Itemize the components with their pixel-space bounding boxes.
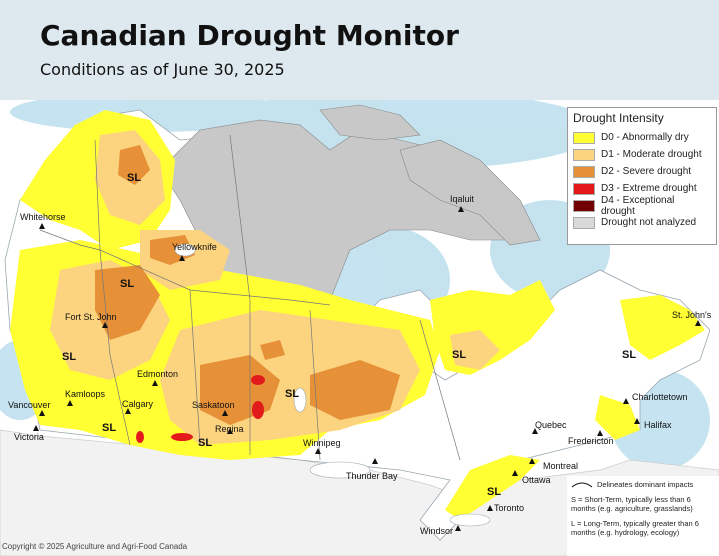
city-markers (33, 206, 701, 531)
city-label-saskatoon: Saskatoon (192, 400, 235, 410)
legend-label: D2 - Severe drought (601, 166, 692, 177)
impact-label: SL (120, 278, 134, 290)
city-label-calgary: Calgary (122, 399, 154, 409)
delineates-text: Delineates dominant impacts (597, 480, 694, 489)
city-label-vancouver: Vancouver (8, 400, 50, 410)
impact-labels: SL SL SL SL SL SL SL SL SL (62, 172, 636, 498)
copyright: Copyright © 2025 Agriculture and Agri-Fo… (2, 542, 188, 551)
legend-label: Drought not analyzed (601, 217, 697, 228)
city-label-yellowknife: Yellowknife (172, 242, 217, 252)
city-labels: Whitehorse Yellowknife Iqaluit Fort St. … (8, 194, 712, 536)
city-label-quebec: Quebec (535, 420, 567, 430)
provincial-borders (39, 134, 461, 461)
page-subtitle: Conditions as of June 30, 2025 (40, 60, 285, 79)
legend-item: D0 - Abnormally dry (573, 129, 711, 146)
legend-label: D0 - Abnormally dry (601, 132, 689, 143)
baffin-island (399, 139, 541, 246)
city-label-thunder-bay: Thunder Bay (346, 471, 398, 481)
impact-line-icon (571, 482, 593, 487)
impact-label: SL (487, 486, 501, 498)
city-label-iqaluit: Iqaluit (450, 194, 475, 204)
legend-label: D4 - Exceptional drought (600, 194, 675, 217)
impact-label: SL (285, 388, 299, 400)
legend-label: D1 - Moderate drought (601, 149, 702, 160)
impact-label: SL (452, 349, 466, 361)
arctic-island (319, 104, 421, 141)
legend-item: Drought not analyzed (573, 214, 711, 231)
city-label-st-johns: St. John's (672, 310, 712, 320)
legend-swatch (573, 148, 595, 161)
impact-label: SL (127, 172, 141, 184)
city-label-fort-st-john: Fort St. John (65, 312, 117, 322)
legend-title: Drought Intensity (573, 111, 664, 125)
city-label-fredericton: Fredericton (568, 436, 614, 446)
legend-swatch (573, 131, 595, 144)
city-label-whitehorse: Whitehorse (20, 212, 66, 222)
city-label-ottawa: Ottawa (522, 475, 551, 485)
page-title: Canadian Drought Monitor (40, 19, 459, 52)
legend-label: D3 - Extreme drought (601, 183, 697, 194)
city-label-halifax: Halifax (644, 420, 672, 430)
city-label-regina: Regina (215, 424, 244, 434)
delineates-note: Delineates dominant impacts (571, 480, 715, 489)
impact-label: SL (62, 351, 76, 363)
city-label-windsor: Windsor (420, 526, 453, 536)
city-label-charlottetown: Charlottetown (632, 392, 688, 402)
impact-notes: Delineates dominant impacts S = Short-Te… (567, 476, 719, 556)
short-term-note: S = Short-Term, typically less than 6 mo… (571, 495, 693, 513)
long-term-note: L = Long-Term, typically greater than 6 … (571, 519, 699, 537)
legend-item: D3 - Extreme drought (573, 180, 711, 197)
legend-item: D1 - Moderate drought (573, 146, 711, 163)
legend-swatch (573, 182, 595, 195)
legend-swatch (573, 165, 595, 178)
impact-label: SL (102, 422, 116, 434)
city-label-winnipeg: Winnipeg (303, 438, 341, 448)
impact-label: SL (198, 437, 212, 449)
city-label-montreal: Montreal (543, 461, 578, 471)
legend-item: D2 - Severe drought (573, 163, 711, 180)
legend-swatch (573, 216, 595, 229)
lakes (174, 243, 491, 527)
drought-map: SL SL SL SL SL SL SL SL SL Whiteho (0, 100, 719, 556)
city-label-toronto: Toronto (494, 503, 524, 513)
d3-regions (136, 375, 265, 443)
header: Canadian Drought Monitor Conditions as o… (0, 0, 719, 100)
city-label-edmonton: Edmonton (137, 369, 178, 379)
legend-swatch (573, 199, 595, 212)
impact-label: SL (622, 349, 636, 361)
city-label-victoria: Victoria (14, 432, 44, 442)
legend-item: D4 - Exceptional drought (573, 194, 711, 217)
city-label-kamloops: Kamloops (65, 389, 106, 399)
legend: Drought Intensity D0 - Abnormally dry D1… (567, 107, 717, 245)
